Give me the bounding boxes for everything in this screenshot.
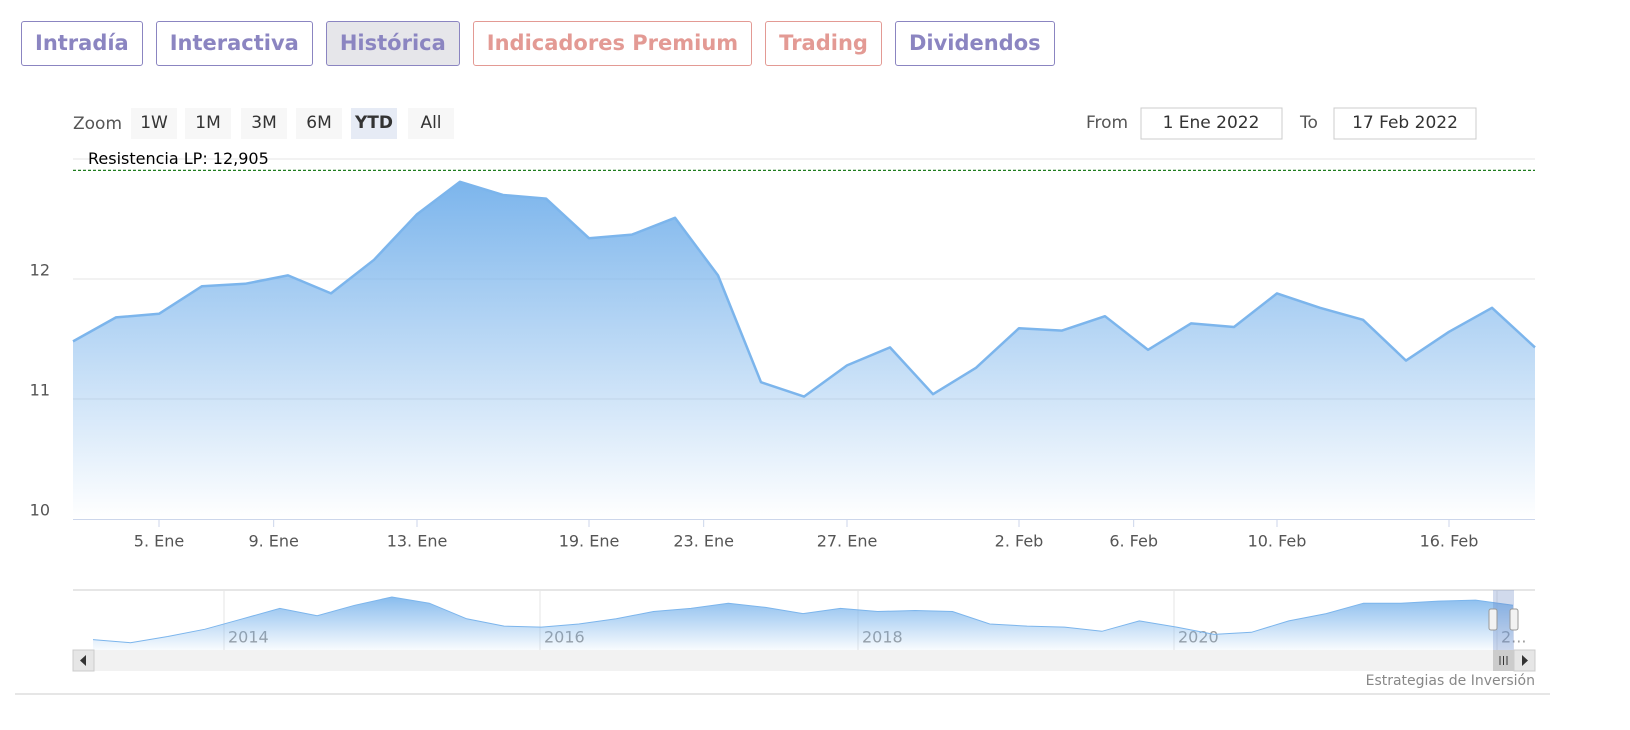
zoom-button[interactable]: [408, 108, 454, 139]
to-label: To: [1299, 113, 1318, 133]
tab[interactable]: Dividendos: [894, 21, 1055, 66]
tab[interactable]: Histórica: [325, 21, 460, 66]
x-tick-label: 23. Ene: [673, 532, 734, 551]
tab[interactable]: Trading: [765, 21, 882, 66]
zoom-button-label[interactable]: All: [420, 113, 441, 133]
navigator-window[interactable]: [1493, 590, 1514, 650]
x-tick-label: 27. Ene: [817, 532, 878, 551]
tab[interactable]: Interactiva: [155, 21, 313, 66]
scroll-left-arrow: [80, 655, 86, 666]
x-tick-label: 9. Ene: [248, 532, 298, 551]
x-tick-label: 16. Feb: [1420, 532, 1479, 551]
x-tick-label: 6. Feb: [1109, 532, 1158, 551]
scrollbar[interactable]: [73, 650, 1535, 671]
y-tick-label: 10: [30, 501, 50, 520]
from-input[interactable]: [1140, 107, 1283, 140]
zoom-button[interactable]: [185, 108, 231, 139]
scroll-thumb-grip: [1499, 656, 1508, 665]
zoom-button-label[interactable]: YTD: [354, 113, 393, 133]
x-tick-label: 19. Ene: [559, 532, 620, 551]
x-tick-label: 2. Feb: [995, 532, 1044, 551]
area: [73, 181, 1535, 520]
zoom-button-label[interactable]: 1W: [140, 113, 168, 133]
zoom-button-label[interactable]: 6M: [306, 113, 331, 133]
tab[interactable]: Indicadores Premium: [472, 21, 753, 66]
zoom-button[interactable]: [351, 108, 397, 139]
navigator-handle[interactable]: [1488, 608, 1498, 631]
resistance-label: Resistencia LP: 12,905: [88, 149, 269, 168]
y-tick-label: 11: [30, 381, 50, 400]
y-tick-label: 12: [30, 261, 50, 280]
line: [72, 180, 1536, 398]
zoom-button[interactable]: [131, 108, 177, 139]
x-tick-label: 10. Feb: [1248, 532, 1307, 551]
zoom-button[interactable]: [296, 108, 342, 139]
from-label: From: [1086, 113, 1128, 133]
scroll-right-arrow: [1522, 655, 1528, 666]
tab[interactable]: Intradía: [21, 21, 143, 66]
x-tick-label: 13. Ene: [387, 532, 448, 551]
to-value[interactable]: 17 Feb 2022: [1352, 113, 1458, 133]
zoom-label: Zoom: [73, 114, 122, 134]
x-tick-label: 5. Ene: [134, 532, 184, 551]
zoom-button-label[interactable]: 3M: [251, 113, 276, 133]
navigator-handle[interactable]: [1509, 608, 1519, 631]
tab-bar: Intradía Interactiva Histórica Indicador…: [21, 21, 1055, 66]
credits[interactable]: Estrategias de Inversión: [1366, 673, 1535, 689]
to-input[interactable]: [1333, 107, 1477, 140]
zoom-button-label[interactable]: 1M: [195, 113, 220, 133]
zoom-button[interactable]: [241, 108, 287, 139]
from-value[interactable]: 1 Ene 2022: [1163, 113, 1260, 133]
navigator-area: [93, 597, 1513, 650]
navigator-line: [92, 596, 1514, 644]
